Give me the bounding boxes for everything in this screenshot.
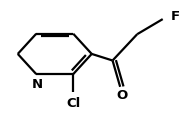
Text: O: O xyxy=(117,89,128,102)
Text: Cl: Cl xyxy=(66,97,80,110)
Text: F: F xyxy=(170,10,180,23)
Text: N: N xyxy=(32,78,43,91)
